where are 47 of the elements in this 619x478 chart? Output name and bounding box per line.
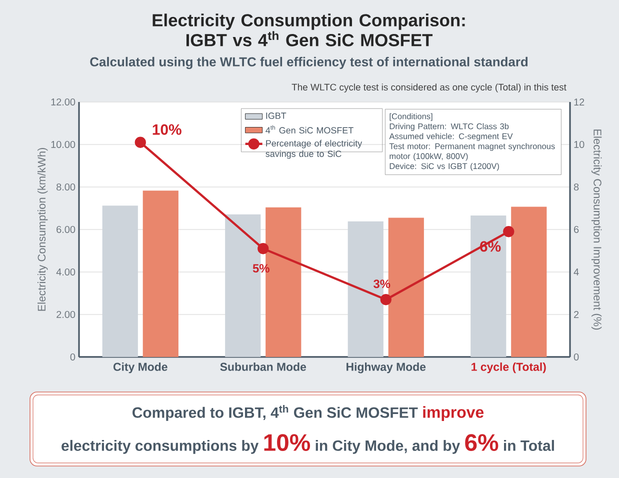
y2-tick-label: 10 [574,140,584,148]
bar [142,190,178,357]
legend-label: Percentage of electricity savings due to SiC [266,140,362,159]
bar [470,215,506,357]
text: 6% [465,434,498,452]
annotation: Test motor: Permanent magnet synchronous motor (100kW, 800V) [389,143,555,161]
chart-subtitle: Calculated using the WLTC fuel efficiency test of international standard [90,56,528,70]
x-tick-label: 1 cycle (Total) [472,362,546,374]
y2-tick-label: 12 [574,98,584,106]
x-tick-label: City Mode [113,362,168,374]
y-tick-label: 6.00 [56,226,76,234]
legend-label: 4$^{th}$ Gen SiC MOSFET [266,125,354,134]
text: in Total [504,440,554,451]
point [503,226,514,238]
y2-tick-label: 0 [574,353,579,361]
annotation: Device: SiC vs IGBT (1200V) [390,163,499,171]
text: improve [423,406,484,422]
y-tick-label: 2.00 [56,310,76,318]
point [134,136,146,148]
y-axis-title: Electricity Consumption (km/kWh) [38,148,48,311]
y-tick-label: 12.00 [51,98,76,106]
annotation: [Conditions] [390,113,432,121]
text: 10% [264,434,310,452]
x-tick-label: Highway Mode [346,362,426,374]
y-tick-label: 10.00 [51,140,76,148]
point [258,243,269,254]
legend-label: IGBT [266,112,286,119]
text: The WLTC cycle test is considered as one cycle (Total) in this test [292,84,566,92]
y2-tick-label: 4 [574,268,579,276]
y2-tick-label: 8 [574,183,579,191]
bar [102,206,138,357]
x-tick-label: Suburban Mode [220,362,306,371]
y-tick-label: 0 [70,353,76,361]
y2-axis-title: Electricity Consumption Improvement (%) [591,130,602,330]
point [380,294,392,306]
annotation: Driving Pattern: WLTC Class 3b [390,123,509,131]
bar [511,206,547,357]
data-label: 10% [152,124,182,135]
y2-tick-label: 2 [574,311,579,318]
text: in City Mode, and by [316,440,460,454]
text: Compared to IGBT, 4$^{th}$ Gen SiC MOSFET [132,404,418,421]
chart-title: Electricity Consumption Comparison: IGBT vs 4$^{th}$ Gen SiC MOSFET [152,14,465,46]
text: electricity consumptions by [62,440,259,454]
annotation: Assumed vehicle: C-segment EV [389,133,513,141]
y-tick-label: 4.00 [56,268,76,276]
y2-tick-label: 6 [574,226,579,234]
y-tick-label: 8.00 [56,183,76,191]
